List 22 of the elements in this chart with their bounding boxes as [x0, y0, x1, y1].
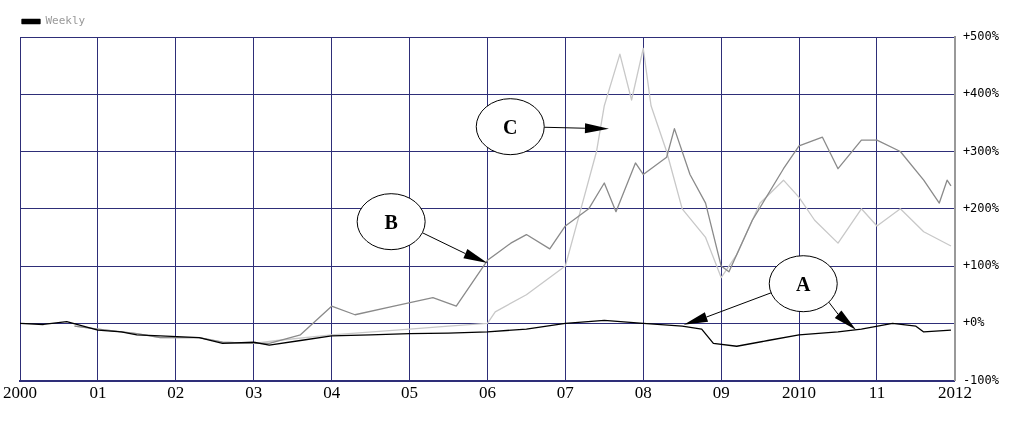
legend-label: Weekly: [45, 14, 86, 28]
x-tick-label: 08: [634, 383, 652, 403]
y-tick-label: +0%: [962, 315, 986, 330]
x-tick-label: 04: [323, 383, 341, 403]
y-tick-label: +500%: [962, 29, 1000, 44]
x-tick-label: 05: [401, 383, 419, 403]
x-tick-label: 01: [89, 383, 107, 403]
y-tick-label: +400%: [962, 86, 1000, 101]
x-tick-label: 09: [712, 383, 730, 403]
annotation: A: [796, 272, 812, 295]
x-tick-label: 06: [478, 383, 496, 403]
y-tick-label: +100%: [962, 258, 1000, 273]
y-tick-label: +200%: [962, 200, 1000, 215]
x-tick-label: 11: [868, 383, 886, 403]
y-tick-label: +300%: [962, 143, 1000, 158]
x-tick-label: 07: [556, 383, 575, 403]
x-tick-label: 03: [245, 383, 263, 403]
annotation: B: [384, 210, 398, 233]
annotation: C: [503, 115, 518, 138]
x-tick-label: 02: [167, 383, 185, 403]
x-tick-label: 2000: [3, 383, 37, 403]
x-tick-label: 2010: [782, 383, 817, 403]
